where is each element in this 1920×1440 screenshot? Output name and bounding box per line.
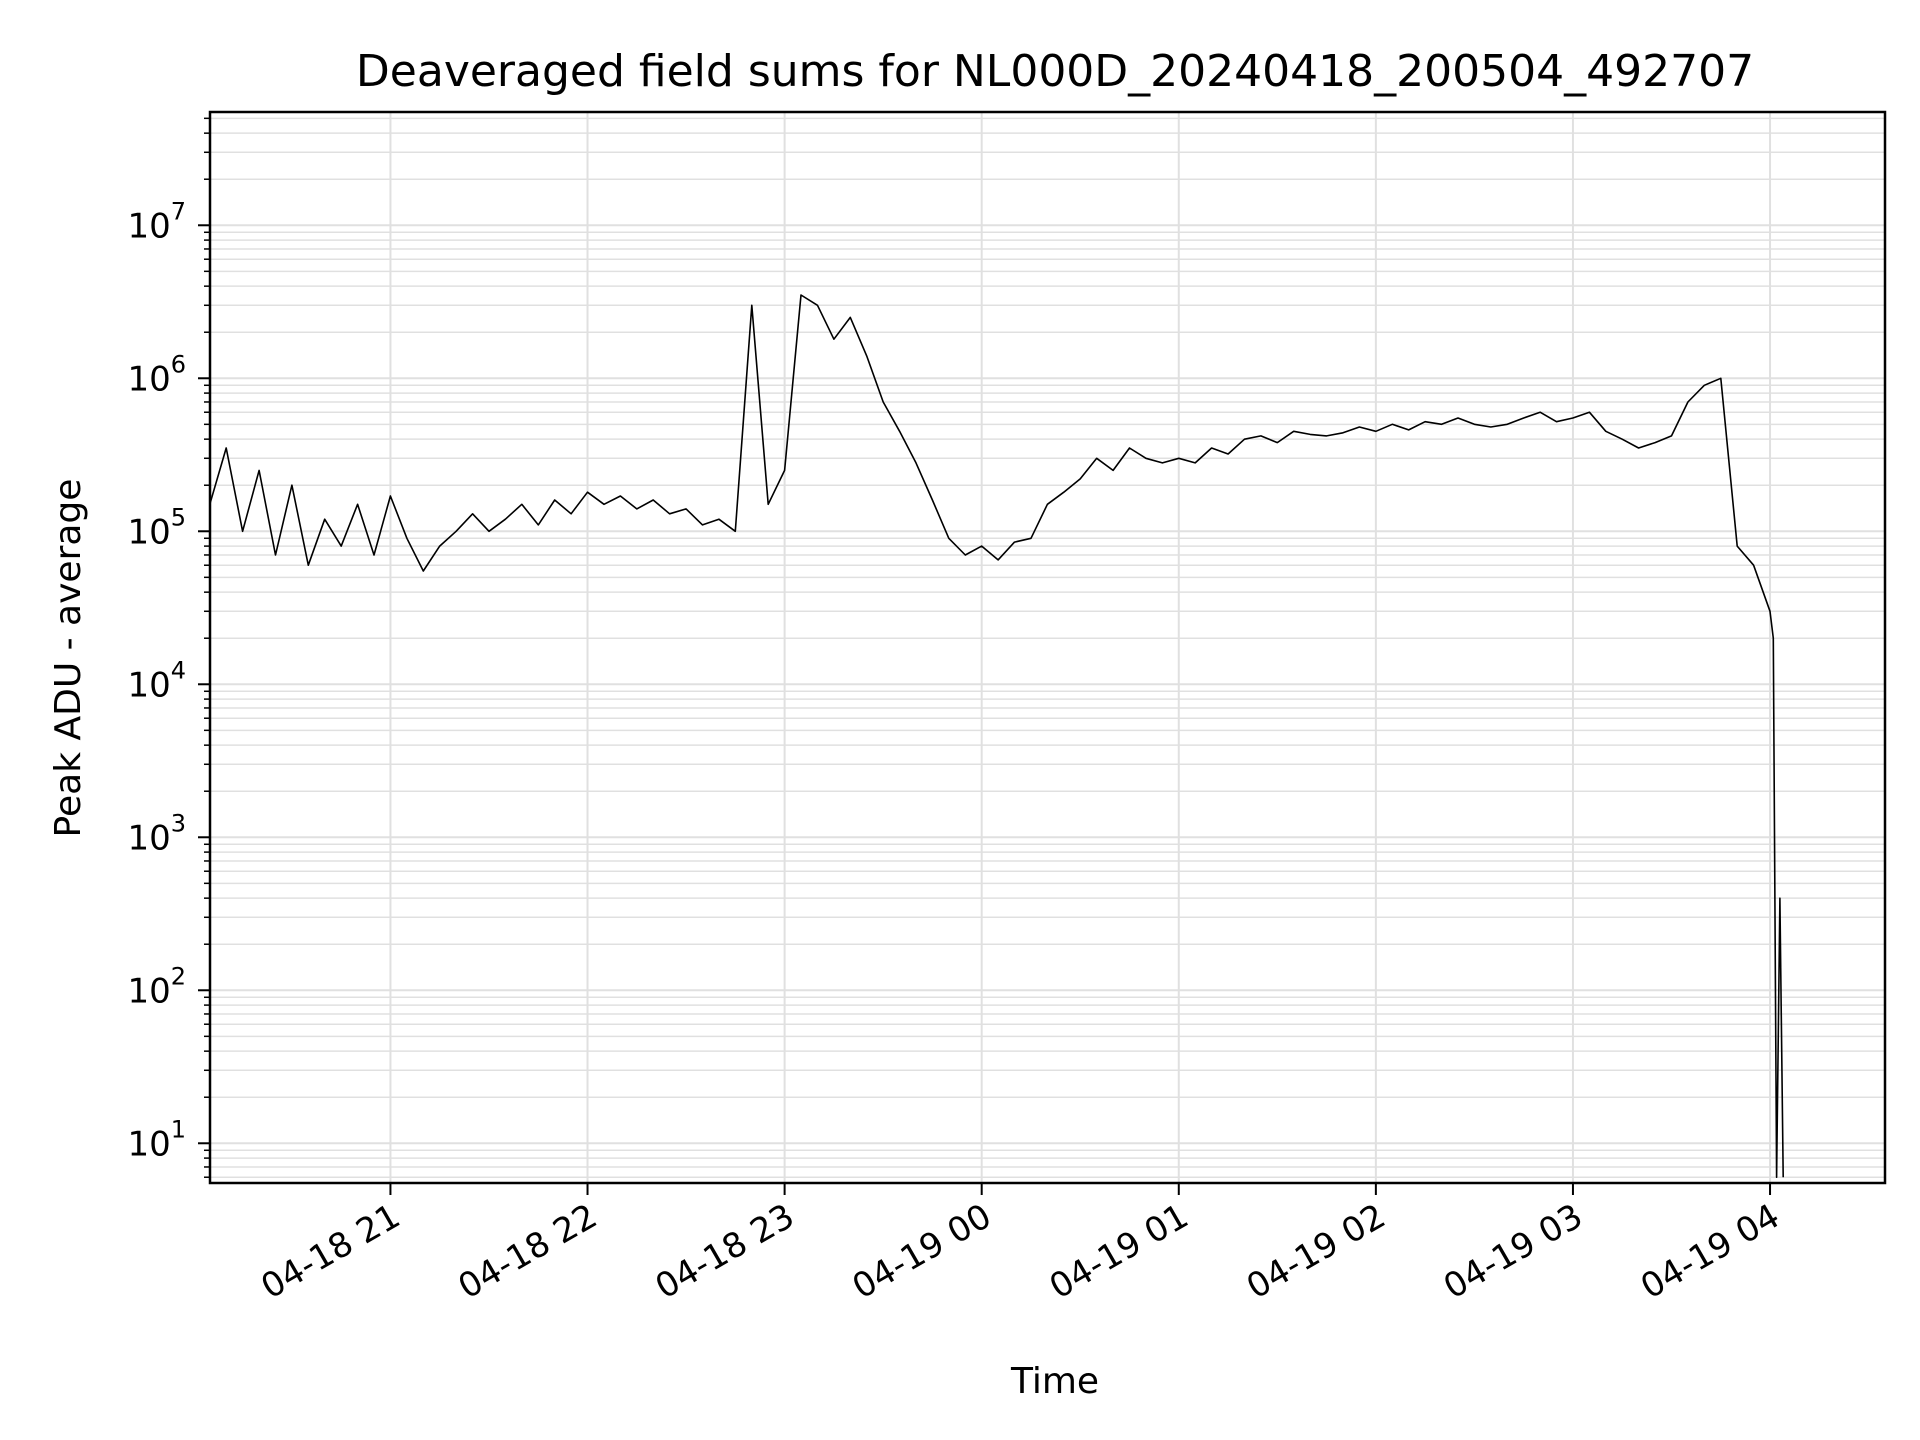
- y-tick-label: 107: [127, 197, 186, 246]
- y-axis-label: Peak ADU - average: [48, 479, 89, 838]
- y-tick-label: 104: [127, 656, 186, 705]
- plot-frame: [208, 110, 1887, 1185]
- y-axis-ticks: 101 102 103 104 105 106 107: [127, 117, 210, 1178]
- y-tick-label: 102: [127, 962, 186, 1011]
- grid: [210, 112, 1885, 1183]
- y-tick-label: 106: [127, 350, 186, 399]
- x-axis-label: Time: [1010, 1361, 1099, 1402]
- series-layer: [209, 294, 1784, 1178]
- y-tick-label: 101: [127, 1115, 186, 1164]
- y-tick-label: 103: [127, 809, 186, 858]
- series-line: [209, 294, 1784, 1178]
- y-tick-label: 105: [127, 503, 186, 552]
- chart-title: Deaveraged field sums for NL000D_2024041…: [356, 46, 1754, 97]
